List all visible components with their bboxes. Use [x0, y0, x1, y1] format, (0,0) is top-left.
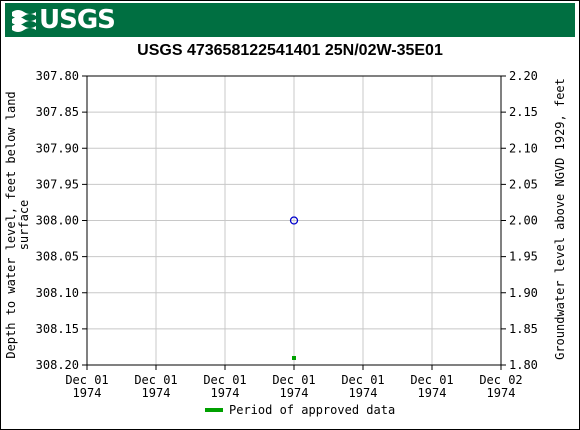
x-tick-label-line2: 1974	[487, 386, 516, 400]
x-tick-label-line2: 1974	[211, 386, 240, 400]
y-tick-label-right: 1.95	[509, 250, 538, 264]
y-tick-label-right: 2.10	[509, 141, 538, 155]
chart-legend: Period of approved data	[205, 403, 395, 417]
x-tick-label-line2: 1974	[280, 386, 309, 400]
y-tick-label-right: 2.05	[509, 177, 538, 191]
y-tick-label-left: 308.00	[36, 214, 79, 228]
plot-border	[86, 75, 502, 366]
y-tick-label-right: 1.80	[509, 358, 538, 372]
y-tick-label-left: 308.05	[36, 250, 79, 264]
y-tick-label-left: 307.80	[36, 69, 79, 83]
usgs-header-bar: USGS	[5, 3, 575, 37]
x-tick-label-line2: 1974	[418, 386, 447, 400]
approved-period-marker	[292, 356, 296, 360]
y-tick-label-right: 2.20	[509, 69, 538, 83]
y-tick-label-left: 308.20	[36, 358, 79, 372]
x-tick-label-line2: 1974	[73, 386, 102, 400]
x-tick-label-line1: Dec 01	[134, 373, 177, 387]
x-tick-label-line1: Dec 01	[341, 373, 384, 387]
usgs-logo-text: USGS	[39, 5, 116, 35]
x-tick-label-line1: Dec 01	[203, 373, 246, 387]
x-tick-label-line1: Dec 01	[410, 373, 453, 387]
y-tick-label-left: 308.10	[36, 286, 79, 300]
x-tick-label-line2: 1974	[142, 386, 171, 400]
y-tick-label-right: 1.85	[509, 322, 538, 336]
y-tick-label-left: 307.85	[36, 105, 79, 119]
usgs-wave-icon	[12, 10, 36, 32]
y-axis-label-right: Groundwater level above NGVD 1929, feet	[553, 78, 567, 360]
x-tick-label-line1: Dec 01	[272, 373, 315, 387]
y-tick-label-left: 308.15	[36, 322, 79, 336]
y-tick-label-right: 2.15	[509, 105, 538, 119]
y-axis-label-left-line2: surface	[17, 199, 31, 251]
legend-label-approved: Period of approved data	[229, 403, 396, 417]
y-axis-label-left: Depth to water level, feet below land su…	[4, 75, 31, 375]
chart-title: USGS 473658122541401 25N/02W-35E01	[137, 42, 443, 59]
x-tick-label-line2: 1974	[349, 386, 378, 400]
y-tick-label-left: 307.90	[36, 141, 79, 155]
y-tick-label-left: 307.95	[36, 177, 79, 191]
x-tick-label-line1: Dec 02	[479, 373, 522, 387]
y-tick-label-right: 2.00	[509, 214, 538, 228]
x-tick-label-line1: Dec 01	[65, 373, 108, 387]
y-tick-label-right: 1.90	[509, 286, 538, 300]
usgs-logo[interactable]: USGS	[11, 5, 116, 35]
data-point	[289, 216, 299, 225]
legend-swatch-approved	[205, 408, 223, 412]
